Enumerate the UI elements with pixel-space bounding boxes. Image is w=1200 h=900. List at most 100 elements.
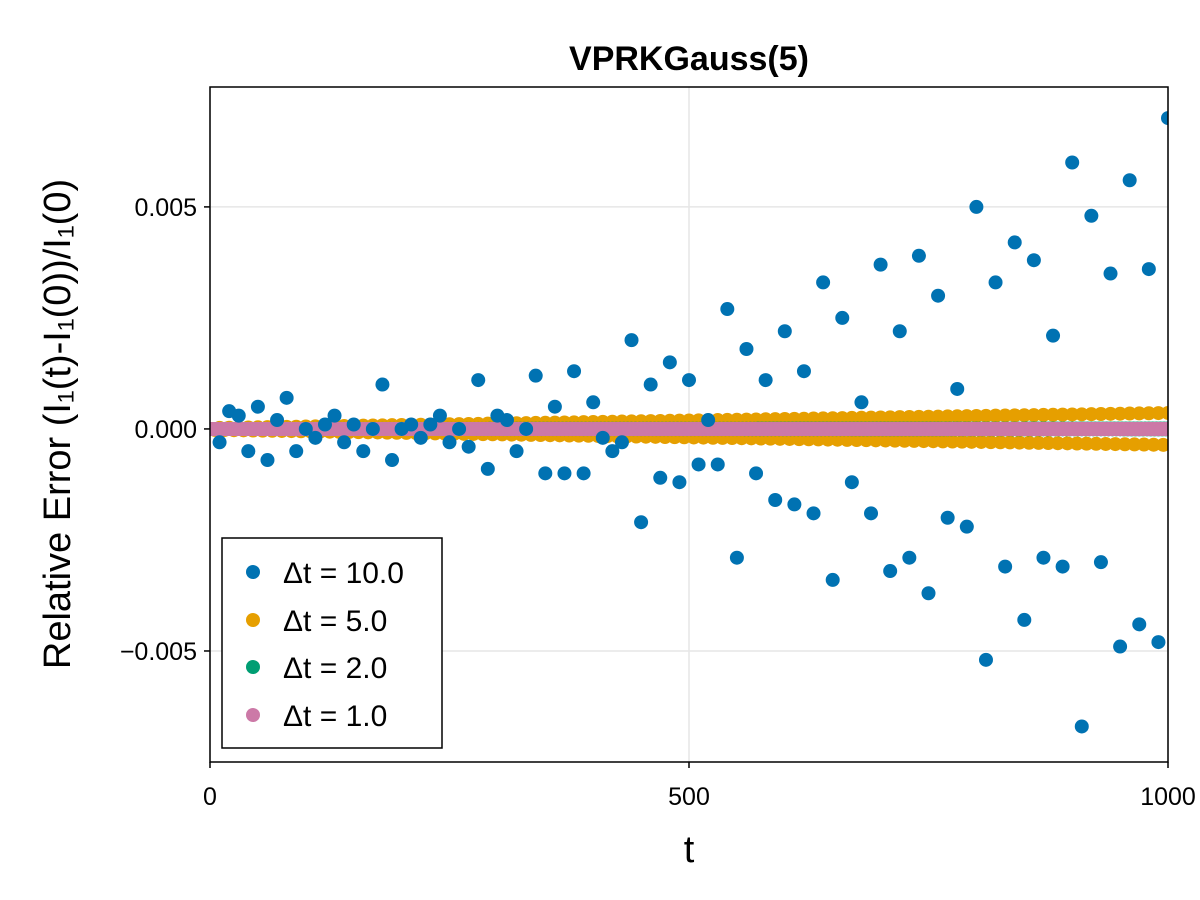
data-point [375, 377, 390, 392]
data-point [1084, 208, 1099, 223]
data-point [911, 248, 926, 263]
data-point [864, 506, 879, 521]
legend-marker-dt5 [246, 613, 260, 627]
data-point [729, 550, 744, 565]
data-point [614, 435, 629, 450]
data-point [538, 466, 553, 481]
data-point [835, 310, 850, 325]
data-point [854, 395, 869, 410]
data-point [547, 399, 562, 414]
data-point [653, 470, 668, 485]
chart-title: VPRKGauss(5) [569, 40, 809, 78]
data-point [509, 444, 524, 459]
data-point [1074, 719, 1089, 734]
data-point [998, 559, 1013, 574]
data-point [978, 652, 993, 667]
data-point [816, 275, 831, 290]
data-point [586, 395, 601, 410]
data-point [1093, 555, 1108, 570]
data-point [365, 421, 380, 436]
data-point [1103, 266, 1118, 281]
data-point [250, 399, 265, 414]
data-point [1065, 155, 1080, 170]
legend: Δt = 10.0 Δt = 5.0 Δt = 2.0 Δt = 1.0 [221, 537, 443, 749]
data-point [806, 506, 821, 521]
data-point [1036, 550, 1051, 565]
data-point [969, 199, 984, 214]
legend-label-dt2: Δt = 2.0 [283, 652, 387, 685]
data-points [210, 111, 1168, 734]
data-point [1007, 235, 1022, 250]
data-point [1132, 617, 1147, 632]
data-point [337, 435, 352, 450]
legend-marker-dt2 [246, 660, 260, 674]
data-point [404, 417, 419, 432]
data-point [231, 408, 246, 423]
data-point [739, 342, 754, 357]
data-point [643, 377, 658, 392]
data-point [576, 466, 591, 481]
data-point [308, 430, 323, 445]
data-point [787, 497, 802, 512]
legend-label-dt10: Δt = 10.0 [283, 557, 404, 590]
axis-ticks: 0 500 1000 0.005 0.000 −0.005 [120, 194, 1196, 811]
legend-label-dt5: Δt = 5.0 [283, 605, 387, 638]
data-point [883, 564, 898, 579]
data-point [662, 355, 677, 370]
data-point [701, 413, 716, 428]
data-point [1113, 639, 1128, 654]
data-point [605, 444, 620, 459]
data-point [758, 373, 773, 388]
data-point [471, 373, 486, 388]
data-point [241, 444, 256, 459]
data-point [260, 453, 275, 468]
data-point [289, 444, 304, 459]
data-point [279, 390, 294, 405]
legend-label-dt1: Δt = 1.0 [283, 700, 387, 733]
data-point [423, 417, 438, 432]
legend-marker-dt1 [246, 708, 260, 722]
data-point [873, 257, 888, 272]
data-point [528, 368, 543, 383]
data-point [931, 288, 946, 303]
data-point [212, 435, 227, 450]
data-point [270, 413, 285, 428]
data-point [480, 461, 495, 476]
data-point [634, 515, 649, 530]
data-point [940, 510, 955, 525]
data-point [595, 430, 610, 445]
data-point [346, 417, 361, 432]
data-point [825, 572, 840, 587]
data-point [950, 381, 965, 396]
data-point [682, 373, 696, 388]
x-tick-label: 0 [203, 783, 217, 811]
data-point [1122, 173, 1137, 188]
data-point [557, 466, 572, 481]
legend-marker-dt10 [246, 565, 260, 579]
data-point [1156, 437, 1168, 452]
data-point [1161, 421, 1168, 436]
data-point [1151, 635, 1166, 650]
x-tick-label: 1000 [1140, 783, 1196, 811]
data-point [298, 421, 313, 436]
data-point [988, 275, 1003, 290]
y-tick-label: −0.005 [120, 638, 197, 666]
data-point [499, 413, 514, 428]
data-point [1161, 405, 1168, 420]
data-point [452, 421, 467, 436]
data-point [1026, 253, 1041, 268]
data-point [317, 417, 332, 432]
y-tick-label: 0.000 [134, 416, 197, 444]
data-point [567, 364, 582, 379]
data-point [796, 364, 811, 379]
data-point [1046, 328, 1061, 343]
data-point [461, 439, 476, 454]
data-point [749, 466, 764, 481]
data-point [892, 324, 907, 339]
x-axis-label: t [684, 829, 695, 871]
data-point [1141, 262, 1156, 277]
y-axis-label: Relative Error (I₁(t)-I₁(0))/I₁(0) [37, 179, 79, 669]
data-point [442, 435, 457, 450]
data-point [691, 457, 706, 472]
data-point [902, 550, 917, 565]
